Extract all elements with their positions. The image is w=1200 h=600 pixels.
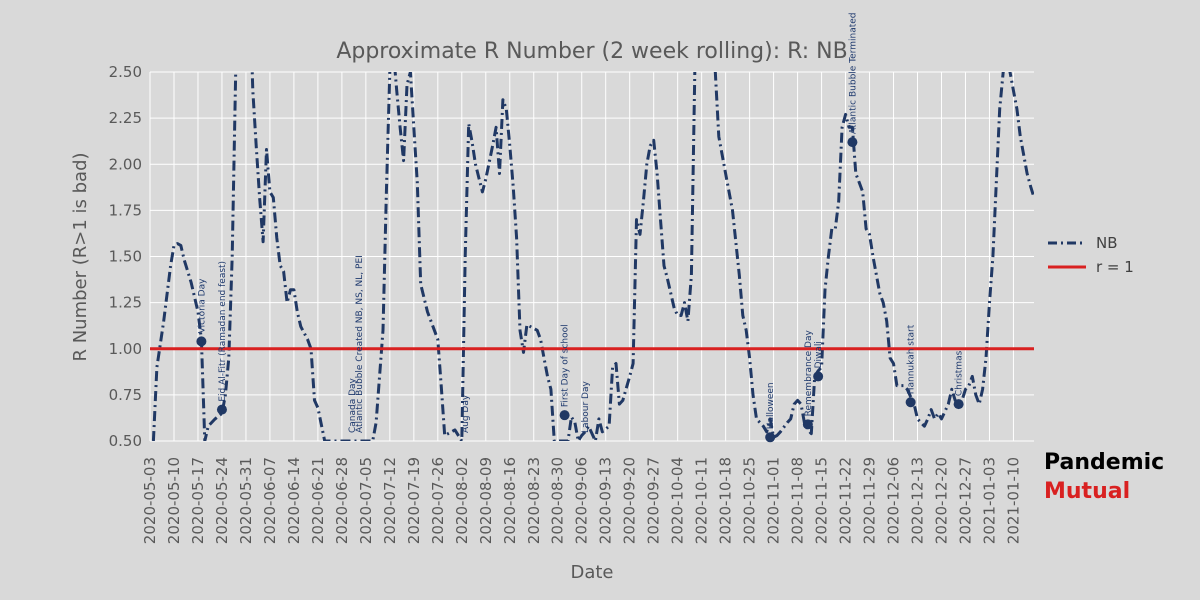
x-tick-label: 2020-10-18 (717, 457, 735, 544)
annotation-marker (905, 397, 916, 408)
y-tick-label: 2.25 (109, 109, 142, 127)
x-tick-label: 2020-11-08 (789, 457, 807, 544)
annotation-label: Aug Day (461, 394, 471, 433)
y-tick-label: 1.25 (109, 294, 142, 312)
y-tick-label: 0.50 (109, 432, 142, 450)
x-tick-label: 2020-12-06 (885, 457, 903, 544)
x-tick-label: 2020-07-05 (357, 457, 375, 544)
x-tick-label: 2020-08-30 (549, 457, 567, 544)
x-tick-label: 2020-06-28 (333, 457, 351, 544)
x-tick-label: 2020-07-26 (429, 457, 447, 544)
x-tick-label: 2020-11-15 (813, 457, 831, 544)
legend-label-nb: NB (1096, 234, 1118, 252)
legend-label-r1: r = 1 (1096, 258, 1134, 276)
x-tick-label: 2020-05-24 (213, 457, 231, 544)
x-tick-label: 2020-12-13 (909, 457, 927, 544)
x-tick-label: 2020-09-27 (645, 457, 663, 544)
x-tick-label: 2021-01-03 (980, 457, 998, 544)
series-line-nb (151, 72, 1034, 441)
y-tick-label: 1.75 (109, 201, 142, 219)
brand-logo-line1: Pandemic (1044, 450, 1164, 475)
annotation-label: Atlantic Bubble Terminated (848, 13, 858, 135)
annotation-label: Labour Day (581, 381, 591, 433)
legend: NB r = 1 (1048, 234, 1134, 276)
annotation-marker (216, 404, 227, 415)
x-axis-title: Date (570, 562, 613, 583)
y-axis-title: R Number (R>1 is bad) (70, 152, 91, 361)
x-tick-label: 2020-09-20 (621, 457, 639, 544)
annotation-label: Victoria Day (197, 278, 207, 333)
x-tick-label: 2020-05-31 (237, 457, 255, 544)
annotation-label: Atlantic Bubble Created NB, NS, NL, PEI (355, 255, 365, 433)
brand-logo-line2: Mutual (1044, 479, 1130, 504)
x-tick-label: 2020-05-17 (189, 457, 207, 544)
x-tick-label: 2020-06-21 (309, 457, 327, 544)
x-tick-label: 2020-11-29 (861, 457, 879, 544)
annotation-label: Halloween (766, 382, 776, 429)
x-tick-label: 2020-09-13 (597, 457, 615, 544)
x-tick-label: 2020-07-19 (405, 457, 423, 544)
x-tick-label: 2020-08-16 (501, 457, 519, 544)
chart-title: Approximate R Number (2 week rolling): R… (336, 39, 847, 64)
x-tick-label: 2020-05-03 (141, 457, 159, 544)
x-tick-label: 2020-11-01 (765, 457, 783, 544)
annotation-label: Canada Day (348, 377, 358, 433)
x-tick-label: 2020-07-12 (381, 457, 399, 544)
annotation-label: First Day of school (561, 324, 571, 407)
x-tick-label: 2020-11-22 (837, 457, 855, 544)
annotation-marker (196, 336, 207, 347)
x-tick-label: 2020-08-02 (453, 457, 471, 544)
x-tick-label: 2020-08-09 (477, 457, 495, 544)
x-tick-label: 2020-06-14 (285, 457, 303, 544)
x-tick-label: 2020-10-11 (693, 457, 711, 544)
x-tick-label: 2020-10-25 (741, 457, 759, 544)
y-tick-label: 0.75 (109, 386, 142, 404)
x-tick-label: 2020-10-04 (669, 457, 687, 544)
annotation-label: Remembrance Day (804, 330, 814, 417)
x-tick-label: 2020-12-20 (932, 457, 950, 544)
x-tick-label: 2020-06-07 (261, 457, 279, 544)
x-tick-label: 2020-09-06 (573, 457, 591, 544)
annotation-label: Eid Al-Fitr (Ramadan end feast) (218, 261, 228, 402)
annotation-marker (765, 432, 776, 443)
annotation-label: Diwali (814, 341, 824, 368)
annotation-label: Hannukah start (907, 324, 917, 394)
y-tick-label: 2.00 (109, 155, 142, 173)
annotation-marker (559, 410, 570, 421)
x-tick-label: 2020-12-27 (956, 457, 974, 544)
annotation-marker (813, 371, 824, 382)
x-tick-label: 2021-01-10 (1004, 457, 1022, 544)
y-tick-label: 1.00 (109, 340, 142, 358)
x-tick-label: 2020-08-23 (525, 457, 543, 544)
annotation-marker (847, 137, 858, 148)
annotation-marker (802, 419, 813, 430)
annotation-label: Christmas (955, 350, 965, 396)
y-tick-label: 1.50 (109, 248, 142, 266)
annotation-marker (953, 399, 964, 410)
y-tick-label: 2.50 (109, 63, 142, 81)
x-tick-label: 2020-05-10 (165, 457, 183, 544)
